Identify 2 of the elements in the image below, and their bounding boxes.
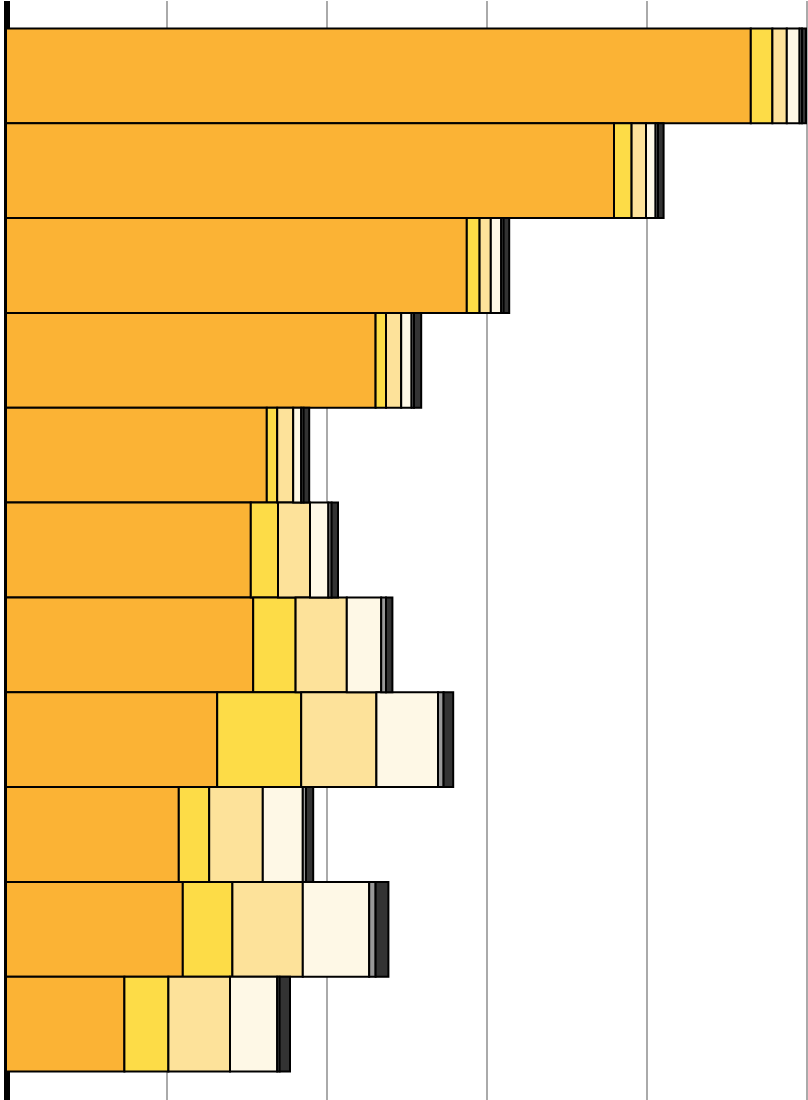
bar	[374, 880, 390, 978]
bar	[442, 691, 455, 789]
